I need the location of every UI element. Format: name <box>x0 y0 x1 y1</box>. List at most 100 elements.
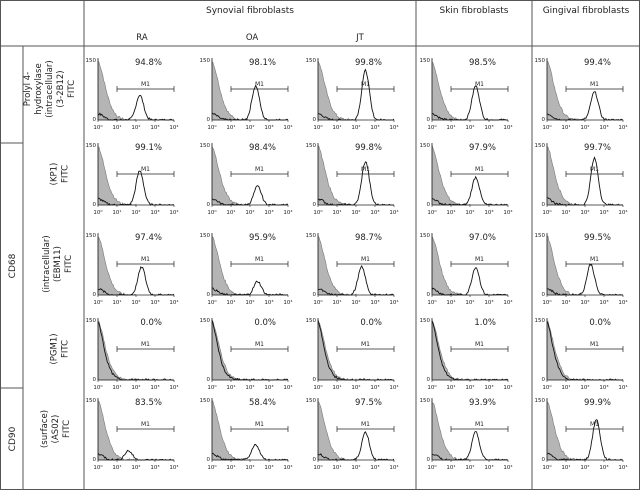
x-tick-label: 10⁴ <box>618 464 628 471</box>
x-tick-label: 10³ <box>264 299 273 306</box>
percent-positive-label: 1.0% <box>474 318 496 328</box>
group-header-skin: Skin fibroblasts <box>439 6 508 16</box>
y-tick-label: 150 <box>306 143 317 149</box>
y-tick-label: 0 <box>93 292 97 298</box>
percent-positive-label: 98.1% <box>249 58 276 68</box>
stained-histogram <box>547 156 623 206</box>
x-tick-label: 10³ <box>150 384 159 391</box>
m1-gate-label: M1 <box>475 341 484 348</box>
x-tick-label: 10¹ <box>446 384 455 391</box>
x-tick-label: 10⁴ <box>283 124 293 131</box>
m1-gate-label: M1 <box>361 81 370 88</box>
x-tick-label: 10⁴ <box>618 384 628 391</box>
y-tick-label: 150 <box>86 233 97 239</box>
y-tick-label: 0 <box>313 457 317 463</box>
x-tick-label: 10¹ <box>112 384 121 391</box>
row-label-line: (surface) <box>40 410 50 448</box>
percent-positive-label: 0.0% <box>589 318 611 328</box>
percent-positive-label: 95.9% <box>249 233 276 243</box>
control-histogram <box>546 319 585 381</box>
x-tick-label: 10⁴ <box>389 464 399 471</box>
row-label-line: (3-2B12) <box>56 70 66 107</box>
x-tick-label: 10² <box>351 464 360 471</box>
m1-gate-label: M1 <box>361 166 370 173</box>
y-tick-label: 0 <box>207 377 211 383</box>
x-tick-label: 10⁴ <box>169 299 179 306</box>
x-tick-label: 10¹ <box>561 464 570 471</box>
x-tick-label: 10⁴ <box>618 209 628 216</box>
y-tick-label: 150 <box>306 58 317 64</box>
x-tick-label: 10¹ <box>226 209 235 216</box>
x-tick-label: 10³ <box>484 299 493 306</box>
y-tick-label: 0 <box>93 457 97 463</box>
x-tick-label: 10⁰ <box>313 299 323 306</box>
x-tick-label: 10² <box>131 209 140 216</box>
x-tick-label: 10³ <box>484 209 493 216</box>
y-tick-label: 0 <box>427 457 431 463</box>
x-tick-label: 10¹ <box>112 299 121 306</box>
y-tick-label: 0 <box>207 202 211 208</box>
x-tick-label: 10¹ <box>561 384 570 391</box>
x-tick-label: 10⁴ <box>389 299 399 306</box>
m1-gate-label: M1 <box>255 341 264 348</box>
percent-positive-label: 58.4% <box>249 398 276 408</box>
x-tick-label: 10³ <box>370 124 379 131</box>
x-tick-label: 10³ <box>264 124 273 131</box>
x-tick-label: 10³ <box>264 464 273 471</box>
m1-gate-label: M1 <box>590 341 599 348</box>
x-tick-label: 10⁴ <box>169 464 179 471</box>
group-label-cd68: CD68 <box>8 253 18 278</box>
x-tick-label: 10¹ <box>112 464 121 471</box>
x-tick-label: 10² <box>580 299 589 306</box>
x-tick-label: 10⁰ <box>313 464 323 471</box>
m1-gate-label: M1 <box>590 421 599 428</box>
x-tick-label: 10¹ <box>332 464 341 471</box>
x-tick-label: 10⁴ <box>169 124 179 131</box>
x-tick-label: 10² <box>245 464 254 471</box>
y-tick-label: 150 <box>535 233 546 239</box>
x-tick-label: 10⁰ <box>427 299 437 306</box>
m1-gate-label: M1 <box>361 421 370 428</box>
m1-gate-label: M1 <box>590 166 599 173</box>
x-tick-label: 10⁰ <box>427 384 437 391</box>
percent-positive-label: 0.0% <box>254 318 276 328</box>
x-tick-label: 10² <box>131 464 140 471</box>
row-label-line: FITC <box>64 255 74 273</box>
x-tick-label: 10⁴ <box>618 299 628 306</box>
row-label-line: FITC <box>62 420 72 438</box>
x-tick-label: 10³ <box>150 299 159 306</box>
percent-positive-label: 99.8% <box>355 58 382 68</box>
percent-positive-label: 0.0% <box>140 318 162 328</box>
x-tick-label: 10³ <box>599 464 608 471</box>
row-label-line: (intracellular) <box>42 235 52 293</box>
percent-positive-label: 98.4% <box>249 143 276 153</box>
m1-gate-label: M1 <box>255 256 264 263</box>
x-tick-label: 10³ <box>370 209 379 216</box>
x-tick-label: 10¹ <box>112 124 121 131</box>
x-tick-label: 10⁰ <box>542 464 552 471</box>
percent-positive-label: 99.5% <box>584 233 611 243</box>
y-tick-label: 150 <box>420 318 431 324</box>
percent-positive-label: 99.7% <box>584 143 611 153</box>
x-tick-label: 10⁰ <box>313 384 323 391</box>
y-tick-label: 150 <box>86 318 97 324</box>
x-tick-label: 10¹ <box>226 124 235 131</box>
y-tick-label: 0 <box>542 292 546 298</box>
x-tick-label: 10² <box>465 209 474 216</box>
x-tick-label: 10¹ <box>226 464 235 471</box>
x-tick-label: 10⁴ <box>389 384 399 391</box>
y-tick-label: 0 <box>427 292 431 298</box>
